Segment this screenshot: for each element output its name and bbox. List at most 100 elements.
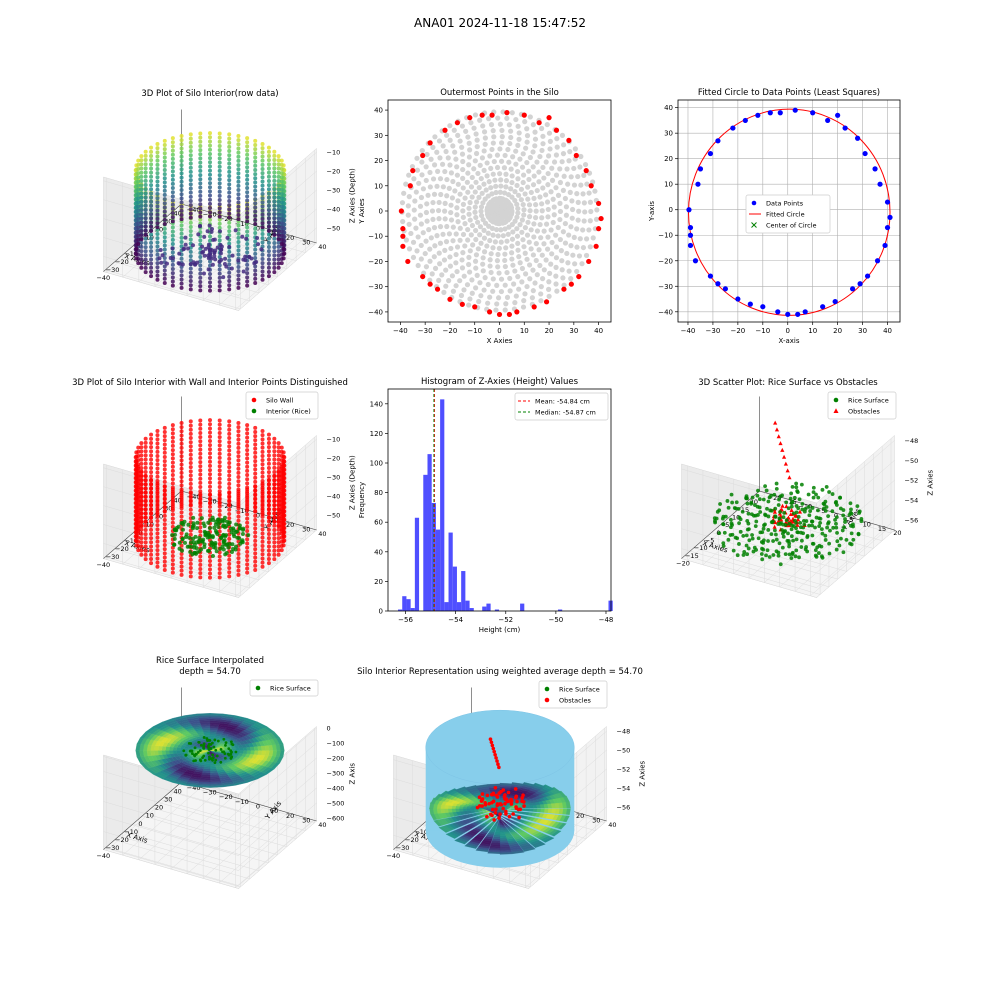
data-point	[276, 174, 281, 179]
rice-point	[791, 538, 795, 543]
inner-point	[527, 154, 533, 161]
data-point	[864, 273, 871, 279]
inner-point	[495, 264, 501, 270]
wall-point	[149, 515, 154, 520]
inner-point	[576, 253, 583, 259]
rice-point	[847, 512, 852, 517]
rice-point	[794, 485, 799, 490]
wall-point	[208, 451, 212, 456]
data-point	[179, 183, 184, 188]
inner-point	[419, 159, 425, 165]
data-point	[260, 187, 265, 192]
wall-point	[266, 527, 271, 532]
histogram-bar	[440, 399, 445, 611]
interior-point	[220, 517, 225, 522]
chart-title: Fitted Circle to Data Points (Least Squa…	[698, 88, 880, 98]
data-point	[272, 203, 277, 208]
rice-point	[213, 761, 217, 764]
inner-point	[518, 186, 525, 192]
data-point	[179, 150, 184, 155]
data-point	[842, 125, 848, 131]
inner-point	[568, 243, 574, 249]
inner-point	[508, 203, 514, 209]
inner-point	[431, 225, 438, 231]
inner-point	[551, 212, 557, 218]
rice-point	[813, 548, 818, 553]
wall-point	[188, 561, 193, 566]
inner-point	[468, 120, 474, 126]
data-point	[266, 232, 271, 237]
data-point	[188, 237, 193, 242]
data-point	[227, 241, 232, 246]
data-point	[272, 220, 277, 225]
data-point	[136, 212, 141, 217]
wall-point	[136, 491, 141, 496]
inner-point	[460, 214, 466, 220]
data-point	[227, 178, 232, 183]
wall-point	[227, 431, 232, 436]
wall-point	[227, 494, 232, 499]
data-point	[133, 251, 138, 256]
wall-point	[253, 442, 258, 447]
data-point	[188, 266, 193, 271]
inner-point	[559, 132, 566, 138]
wall-point	[276, 531, 281, 536]
interior-point	[216, 517, 221, 522]
wall-point	[253, 429, 258, 434]
inner-point	[537, 153, 543, 160]
x-tick-label: −10	[694, 544, 708, 552]
rice-point	[796, 514, 801, 519]
wall-point	[272, 469, 277, 474]
wall-point	[198, 571, 203, 576]
rice-point	[817, 543, 822, 548]
data-point	[236, 265, 241, 270]
wall-point	[149, 519, 154, 524]
legend-label: Obstacles	[848, 408, 881, 416]
wall-point	[279, 483, 284, 488]
y-tick-label: 20	[286, 521, 294, 529]
data-point	[139, 158, 144, 163]
rice-point	[802, 522, 807, 527]
data-point	[236, 138, 241, 143]
inner-point	[478, 204, 485, 210]
data-point	[253, 239, 258, 244]
wall-point	[133, 538, 138, 543]
interior-point	[209, 540, 214, 545]
wall-point	[227, 436, 232, 441]
data-point	[272, 199, 277, 204]
interior-point	[201, 521, 206, 526]
inner-point	[482, 135, 488, 141]
grid-line	[816, 519, 895, 588]
chart-title: Histogram of Z-Axies (Height) Values	[421, 377, 579, 387]
wall-point	[149, 470, 154, 475]
wall-point	[260, 474, 265, 479]
inner-point	[510, 154, 516, 160]
data-point	[245, 246, 250, 251]
inner-point	[558, 248, 564, 254]
inner-point	[487, 237, 493, 244]
inner-point	[460, 250, 466, 256]
wall-point	[188, 461, 193, 466]
wall-point	[245, 554, 250, 559]
data-point	[208, 288, 212, 293]
data-point	[217, 225, 222, 230]
data-point	[227, 186, 232, 191]
legend-box	[745, 194, 831, 234]
wall-point	[149, 440, 154, 445]
wall-point	[179, 433, 184, 438]
data-point	[245, 177, 250, 182]
rice-point	[746, 546, 751, 551]
wall-point	[179, 441, 184, 446]
data-point	[884, 224, 891, 231]
grid-line	[186, 805, 266, 874]
inner-point	[480, 268, 486, 274]
x-tick-label: 10	[520, 327, 529, 335]
data-point	[279, 162, 284, 167]
rice-point	[799, 545, 804, 549]
inner-point	[578, 153, 584, 160]
inner-point	[478, 240, 484, 246]
inner-point	[520, 151, 526, 157]
wall-point	[236, 491, 241, 496]
rice-point	[735, 553, 740, 558]
inner-point	[437, 261, 443, 267]
